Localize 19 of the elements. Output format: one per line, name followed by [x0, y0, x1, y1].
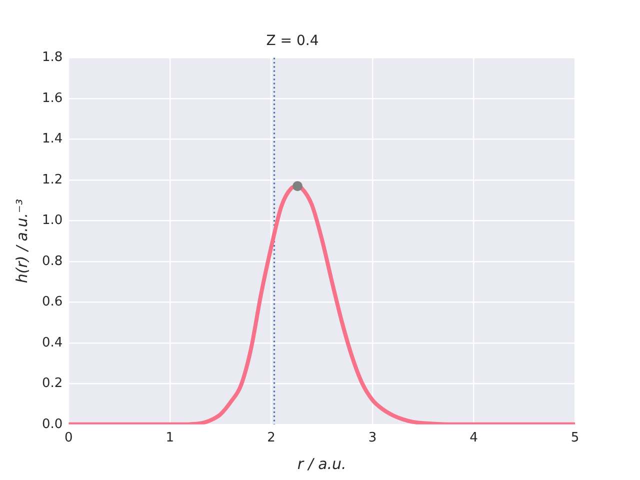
x-tick-label: 3 — [368, 430, 377, 446]
y-tick-label: 1.8 — [42, 50, 63, 66]
y-tick-label: 1.4 — [42, 132, 63, 147]
y-tick-label: 0.6 — [42, 294, 63, 310]
y-tick-label: 1.2 — [42, 172, 63, 188]
x-tick-label: 4 — [470, 430, 478, 446]
y-tick-label: 1.6 — [42, 90, 63, 106]
x-axis-title: r / a.u. — [297, 454, 346, 473]
x-tick-label: 0 — [64, 430, 73, 446]
y-tick-label: 1.0 — [42, 213, 63, 228]
chart-title: Z = 0.4 — [266, 33, 319, 50]
y-tick-label: 0.8 — [42, 254, 63, 269]
x-tick-label: 2 — [267, 430, 276, 446]
y-tick-label: 0.2 — [42, 376, 63, 392]
y-tick-label: 0.4 — [42, 335, 63, 350]
y-tick-label: 0.0 — [42, 416, 63, 432]
y-axis-title: h(r) / a.u.⁻³ — [12, 199, 31, 284]
x-tick-label: 5 — [570, 430, 580, 446]
x-tick-label: 1 — [166, 430, 174, 446]
